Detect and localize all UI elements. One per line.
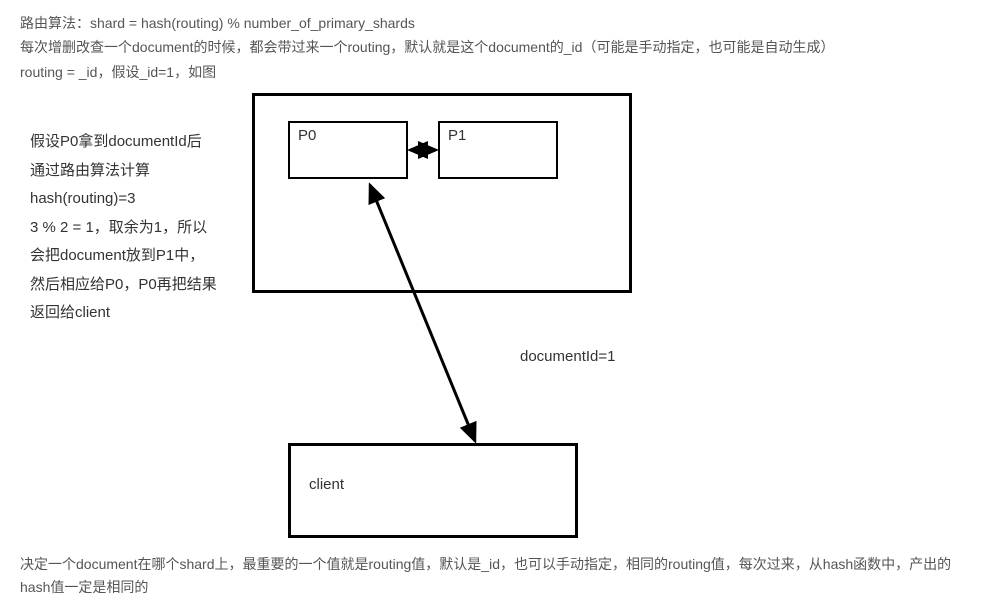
intro-line-1: 路由算法：shard = hash(routing) % number_of_p… [20, 12, 970, 34]
summary-text: 决定一个document在哪个shard上，最重要的一个值就是routing值，… [20, 553, 970, 598]
side-note: 假设P0拿到documentId后 通过路由算法计算 hash(routing)… [30, 128, 230, 328]
side-note-line: 通过路由算法计算 [30, 157, 230, 186]
edge-label-documentid: documentId=1 [520, 348, 616, 365]
shard-p1-node: P1 [438, 121, 558, 179]
shard-p0-node: P0 [288, 121, 408, 179]
routing-diagram: 假设P0拿到documentId后 通过路由算法计算 hash(routing)… [20, 93, 970, 543]
side-note-line: 返回给client [30, 299, 230, 328]
intro-text: 路由算法：shard = hash(routing) % number_of_p… [20, 12, 970, 83]
side-note-line: 3 % 2 = 1，取余为1，所以 [30, 214, 230, 243]
intro-line-3: routing = _id，假设_id=1，如图 [20, 61, 970, 83]
client-node: client [288, 443, 578, 538]
side-note-line: 会把document放到P1中， [30, 242, 230, 271]
side-note-line: 假设P0拿到documentId后 [30, 128, 230, 157]
side-note-line: 然后相应给P0，P0再把结果 [30, 271, 230, 300]
summary-line-1: 决定一个document在哪个shard上，最重要的一个值就是routing值，… [20, 553, 970, 598]
intro-line-2: 每次增删改查一个document的时候，都会带过来一个routing，默认就是这… [20, 36, 970, 58]
side-note-line: hash(routing)=3 [30, 185, 230, 214]
